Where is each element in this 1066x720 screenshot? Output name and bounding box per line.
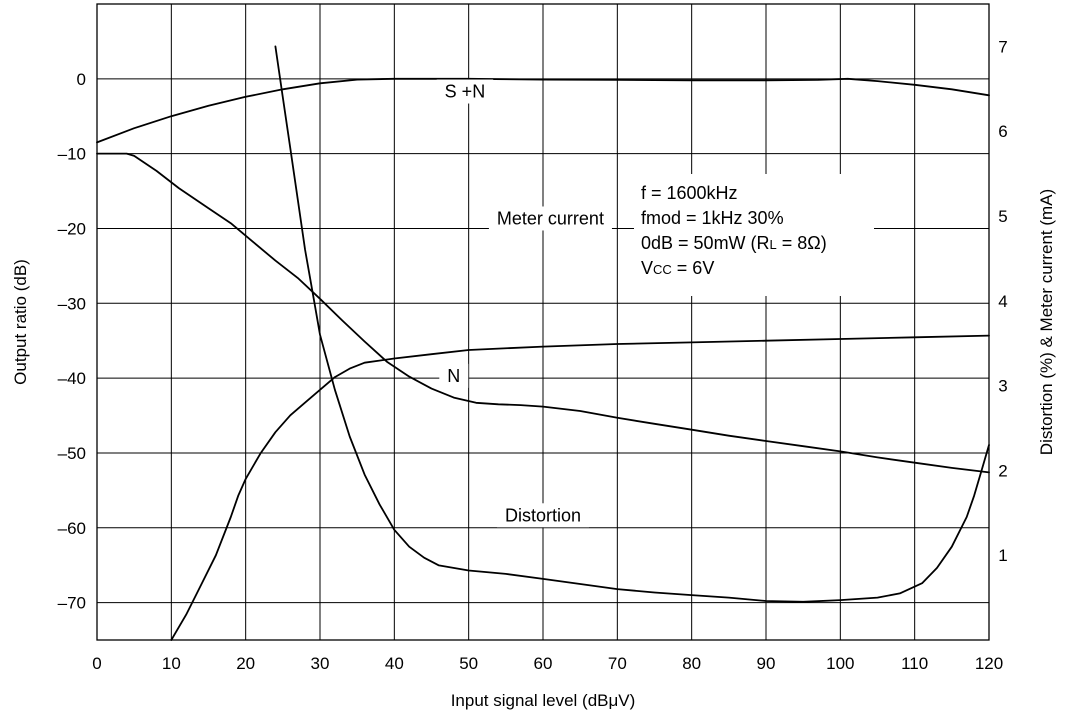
y-left-tick-label: –50 [58,444,86,463]
curve-label-background [488,206,612,231]
curves [96,45,990,641]
x-tick-label: 110 [901,654,928,673]
x-tick-labels: 0 10 20 30 40 50 60 70 80 90 100 110 120 [92,654,1003,673]
y-left-tick-label: –60 [58,519,86,538]
y-left-tick-label: –70 [58,594,86,613]
curve-label-background [439,363,469,388]
curve-s-n [96,77,990,144]
curve-meter-current [170,334,990,641]
curve-n [96,152,990,474]
condition-line: fmod = 1kHz 30% [641,208,784,228]
x-tick-label: 50 [459,654,478,673]
y-left-tick-label: –10 [58,145,86,164]
grid-lines [96,4,990,640]
curve-label-background [436,79,494,104]
y-right-tick-label: 1 [998,546,1007,565]
y-right-tick-label: 7 [998,37,1007,56]
curve-label-distortion: Distortion [505,505,581,525]
y-axis-right-title: Distortion (%) & Meter current (mA) [1037,189,1056,455]
y-axis-left-title: Output ratio (dB) [11,259,30,385]
conditions-box: f = 1600kHz fmod = 1kHz 30% 0dB = 50mW (RL… [641,183,827,278]
x-tick-label: 100 [826,654,854,673]
x-tick-label: 90 [757,654,776,673]
condition-line: f = 1600kHz [641,183,738,203]
x-tick-label: 10 [162,654,181,673]
y-left-tick-label: 0 [77,70,86,89]
curve-label-meter-current: Meter current [497,208,604,228]
y-right-tick-label: 5 [998,207,1007,226]
x-tick-label: 30 [311,654,330,673]
y-left-tick-label: –40 [58,369,86,388]
y-right-tick-label: 2 [998,461,1007,480]
condition-line: VCC = 6V [641,258,714,278]
y-right-tick-labels: 1 2 3 4 5 6 7 [998,37,1007,565]
y-right-tick-label: 6 [998,122,1007,141]
x-tick-label: 60 [534,654,553,673]
y-right-tick-label: 4 [998,292,1007,311]
y-left-tick-label: –30 [58,294,86,313]
x-tick-label: 80 [682,654,701,673]
x-axis-title: Input signal level (dBμV) [451,691,636,710]
y-right-tick-label: 3 [998,377,1007,396]
curve-label-s-n: S +N [445,82,486,102]
conditions-background [634,174,874,296]
curve-labels: S +N N Meter current Distortion [436,79,612,528]
y-left-tick-label: –20 [58,219,86,238]
x-tick-label: 120 [975,654,1003,673]
x-tick-label: 70 [608,654,627,673]
curve-label-n: N [447,366,460,386]
x-tick-label: 0 [92,654,101,673]
plot-frame [96,3,990,641]
curve-distortion [274,45,990,603]
condition-line: 0dB = 50mW (RL = 8Ω) [641,233,827,253]
y-left-tick-labels: 0 –10 –20 –30 –40 –50 –60 –70 [58,70,86,613]
curve-label-background [496,503,590,528]
x-tick-label: 20 [236,654,255,673]
x-tick-label: 40 [385,654,404,673]
